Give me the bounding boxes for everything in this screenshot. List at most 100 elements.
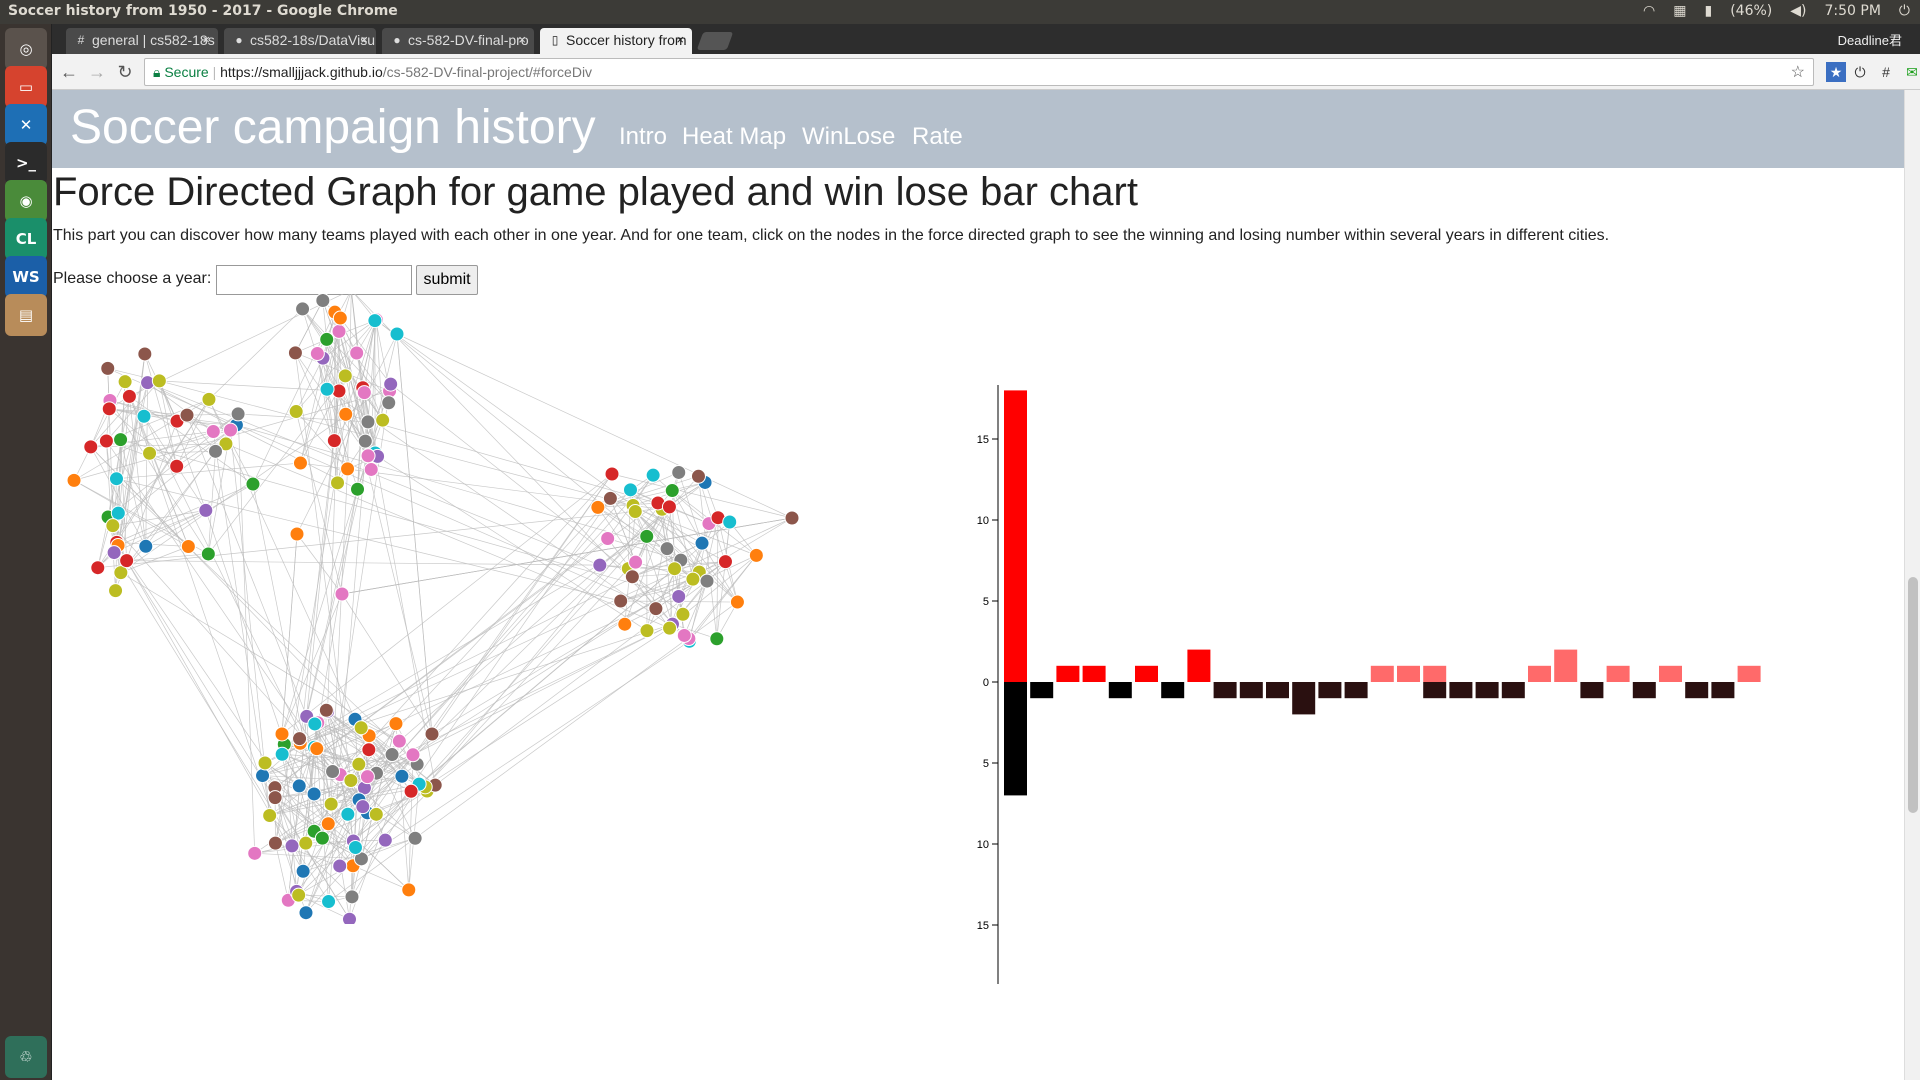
- team-node[interactable]: [298, 905, 314, 921]
- team-node[interactable]: [307, 716, 323, 732]
- team-node[interactable]: [98, 433, 114, 449]
- team-node[interactable]: [292, 731, 308, 747]
- team-node[interactable]: [117, 374, 133, 390]
- team-node[interactable]: [295, 301, 311, 317]
- team-node[interactable]: [151, 373, 167, 389]
- team-node[interactable]: [639, 528, 655, 544]
- team-node[interactable]: [208, 443, 224, 459]
- team-node[interactable]: [200, 546, 216, 562]
- team-node[interactable]: [722, 514, 738, 530]
- team-node[interactable]: [617, 616, 633, 632]
- team-node[interactable]: [323, 796, 339, 812]
- team-node[interactable]: [309, 346, 325, 362]
- team-node[interactable]: [628, 554, 644, 570]
- team-node[interactable]: [375, 412, 391, 428]
- team-node[interactable]: [604, 466, 620, 482]
- team-node[interactable]: [662, 620, 678, 636]
- reload-icon[interactable]: ↻: [117, 62, 133, 82]
- team-node[interactable]: [342, 911, 357, 924]
- hash-extension-icon[interactable]: #: [1882, 64, 1890, 80]
- team-node[interactable]: [622, 482, 638, 498]
- tab-github-datavis[interactable]: ● cs582-18s/DataVisu ×: [224, 28, 376, 54]
- terminal-icon[interactable]: >_: [5, 142, 47, 184]
- team-node[interactable]: [401, 882, 417, 898]
- team-node[interactable]: [671, 464, 687, 480]
- team-node[interactable]: [685, 571, 701, 587]
- team-node[interactable]: [289, 526, 305, 542]
- team-node[interactable]: [602, 490, 618, 506]
- vscode-icon[interactable]: ✕: [5, 104, 47, 146]
- team-node[interactable]: [359, 769, 375, 785]
- team-node[interactable]: [388, 716, 404, 732]
- team-node[interactable]: [639, 623, 655, 639]
- team-node[interactable]: [391, 733, 407, 749]
- team-node[interactable]: [291, 778, 307, 794]
- power-icon[interactable]: ⏻: [1898, 3, 1910, 19]
- team-node[interactable]: [334, 586, 350, 602]
- scrollbar-thumb[interactable]: [1908, 577, 1918, 813]
- dash-home-icon[interactable]: ◎: [5, 28, 47, 70]
- team-node[interactable]: [83, 439, 99, 455]
- team-node[interactable]: [383, 376, 399, 392]
- team-node[interactable]: [661, 499, 677, 515]
- submit-button[interactable]: submit: [416, 265, 478, 295]
- team-node[interactable]: [113, 565, 129, 581]
- team-node[interactable]: [245, 476, 261, 492]
- team-node[interactable]: [318, 702, 334, 718]
- team-node[interactable]: [664, 483, 680, 499]
- bookmark-star-icon[interactable]: ☆: [1790, 64, 1805, 81]
- team-node[interactable]: [108, 583, 124, 599]
- team-node[interactable]: [648, 601, 664, 617]
- team-node[interactable]: [361, 742, 377, 758]
- team-node[interactable]: [332, 858, 348, 874]
- back-icon[interactable]: ←: [60, 62, 78, 82]
- nav-rate[interactable]: Rate: [912, 123, 963, 150]
- team-node[interactable]: [292, 455, 308, 471]
- team-node[interactable]: [295, 863, 311, 879]
- team-node[interactable]: [600, 531, 616, 547]
- clion-icon[interactable]: CL: [5, 218, 47, 260]
- team-node[interactable]: [389, 326, 405, 342]
- team-node[interactable]: [106, 545, 122, 561]
- close-icon[interactable]: ×: [360, 32, 368, 47]
- team-node[interactable]: [101, 401, 117, 417]
- clock[interactable]: 7:50 PM: [1824, 3, 1881, 19]
- files-icon[interactable]: ▭: [5, 66, 47, 108]
- team-node[interactable]: [676, 627, 692, 643]
- team-node[interactable]: [142, 445, 158, 461]
- team-node[interactable]: [138, 538, 154, 554]
- team-node[interactable]: [205, 423, 221, 439]
- force-directed-graph[interactable]: [52, 294, 852, 924]
- team-node[interactable]: [320, 816, 336, 832]
- tab-soccer-history[interactable]: ▯ Soccer history from ×: [540, 28, 692, 54]
- team-node[interactable]: [218, 436, 234, 452]
- team-node[interactable]: [321, 894, 337, 910]
- team-node[interactable]: [113, 432, 129, 448]
- team-node[interactable]: [748, 547, 764, 563]
- team-node[interactable]: [267, 835, 283, 851]
- team-node[interactable]: [613, 593, 629, 609]
- team-node[interactable]: [694, 535, 710, 551]
- team-node[interactable]: [284, 838, 300, 854]
- nav-heat-map[interactable]: Heat Map: [682, 123, 787, 150]
- team-node[interactable]: [169, 458, 185, 474]
- team-node[interactable]: [137, 346, 153, 362]
- wifi-icon[interactable]: ◠: [1643, 3, 1656, 19]
- team-node[interactable]: [729, 594, 745, 610]
- team-node[interactable]: [627, 504, 643, 520]
- tab-github-final[interactable]: ● cs-582-DV-final-pro ×: [382, 28, 534, 54]
- nav-intro[interactable]: Intro: [619, 123, 668, 150]
- team-node[interactable]: [355, 799, 371, 815]
- team-node[interactable]: [624, 569, 640, 585]
- team-node[interactable]: [671, 588, 687, 604]
- team-node[interactable]: [340, 806, 356, 822]
- extension-icon[interactable]: ★: [1826, 62, 1846, 82]
- close-icon[interactable]: ×: [676, 32, 684, 47]
- team-node[interactable]: [332, 310, 348, 326]
- team-node[interactable]: [222, 422, 238, 438]
- team-node[interactable]: [349, 345, 365, 361]
- team-node[interactable]: [262, 807, 278, 823]
- team-node[interactable]: [367, 313, 383, 329]
- team-node[interactable]: [338, 406, 354, 422]
- team-node[interactable]: [179, 407, 195, 423]
